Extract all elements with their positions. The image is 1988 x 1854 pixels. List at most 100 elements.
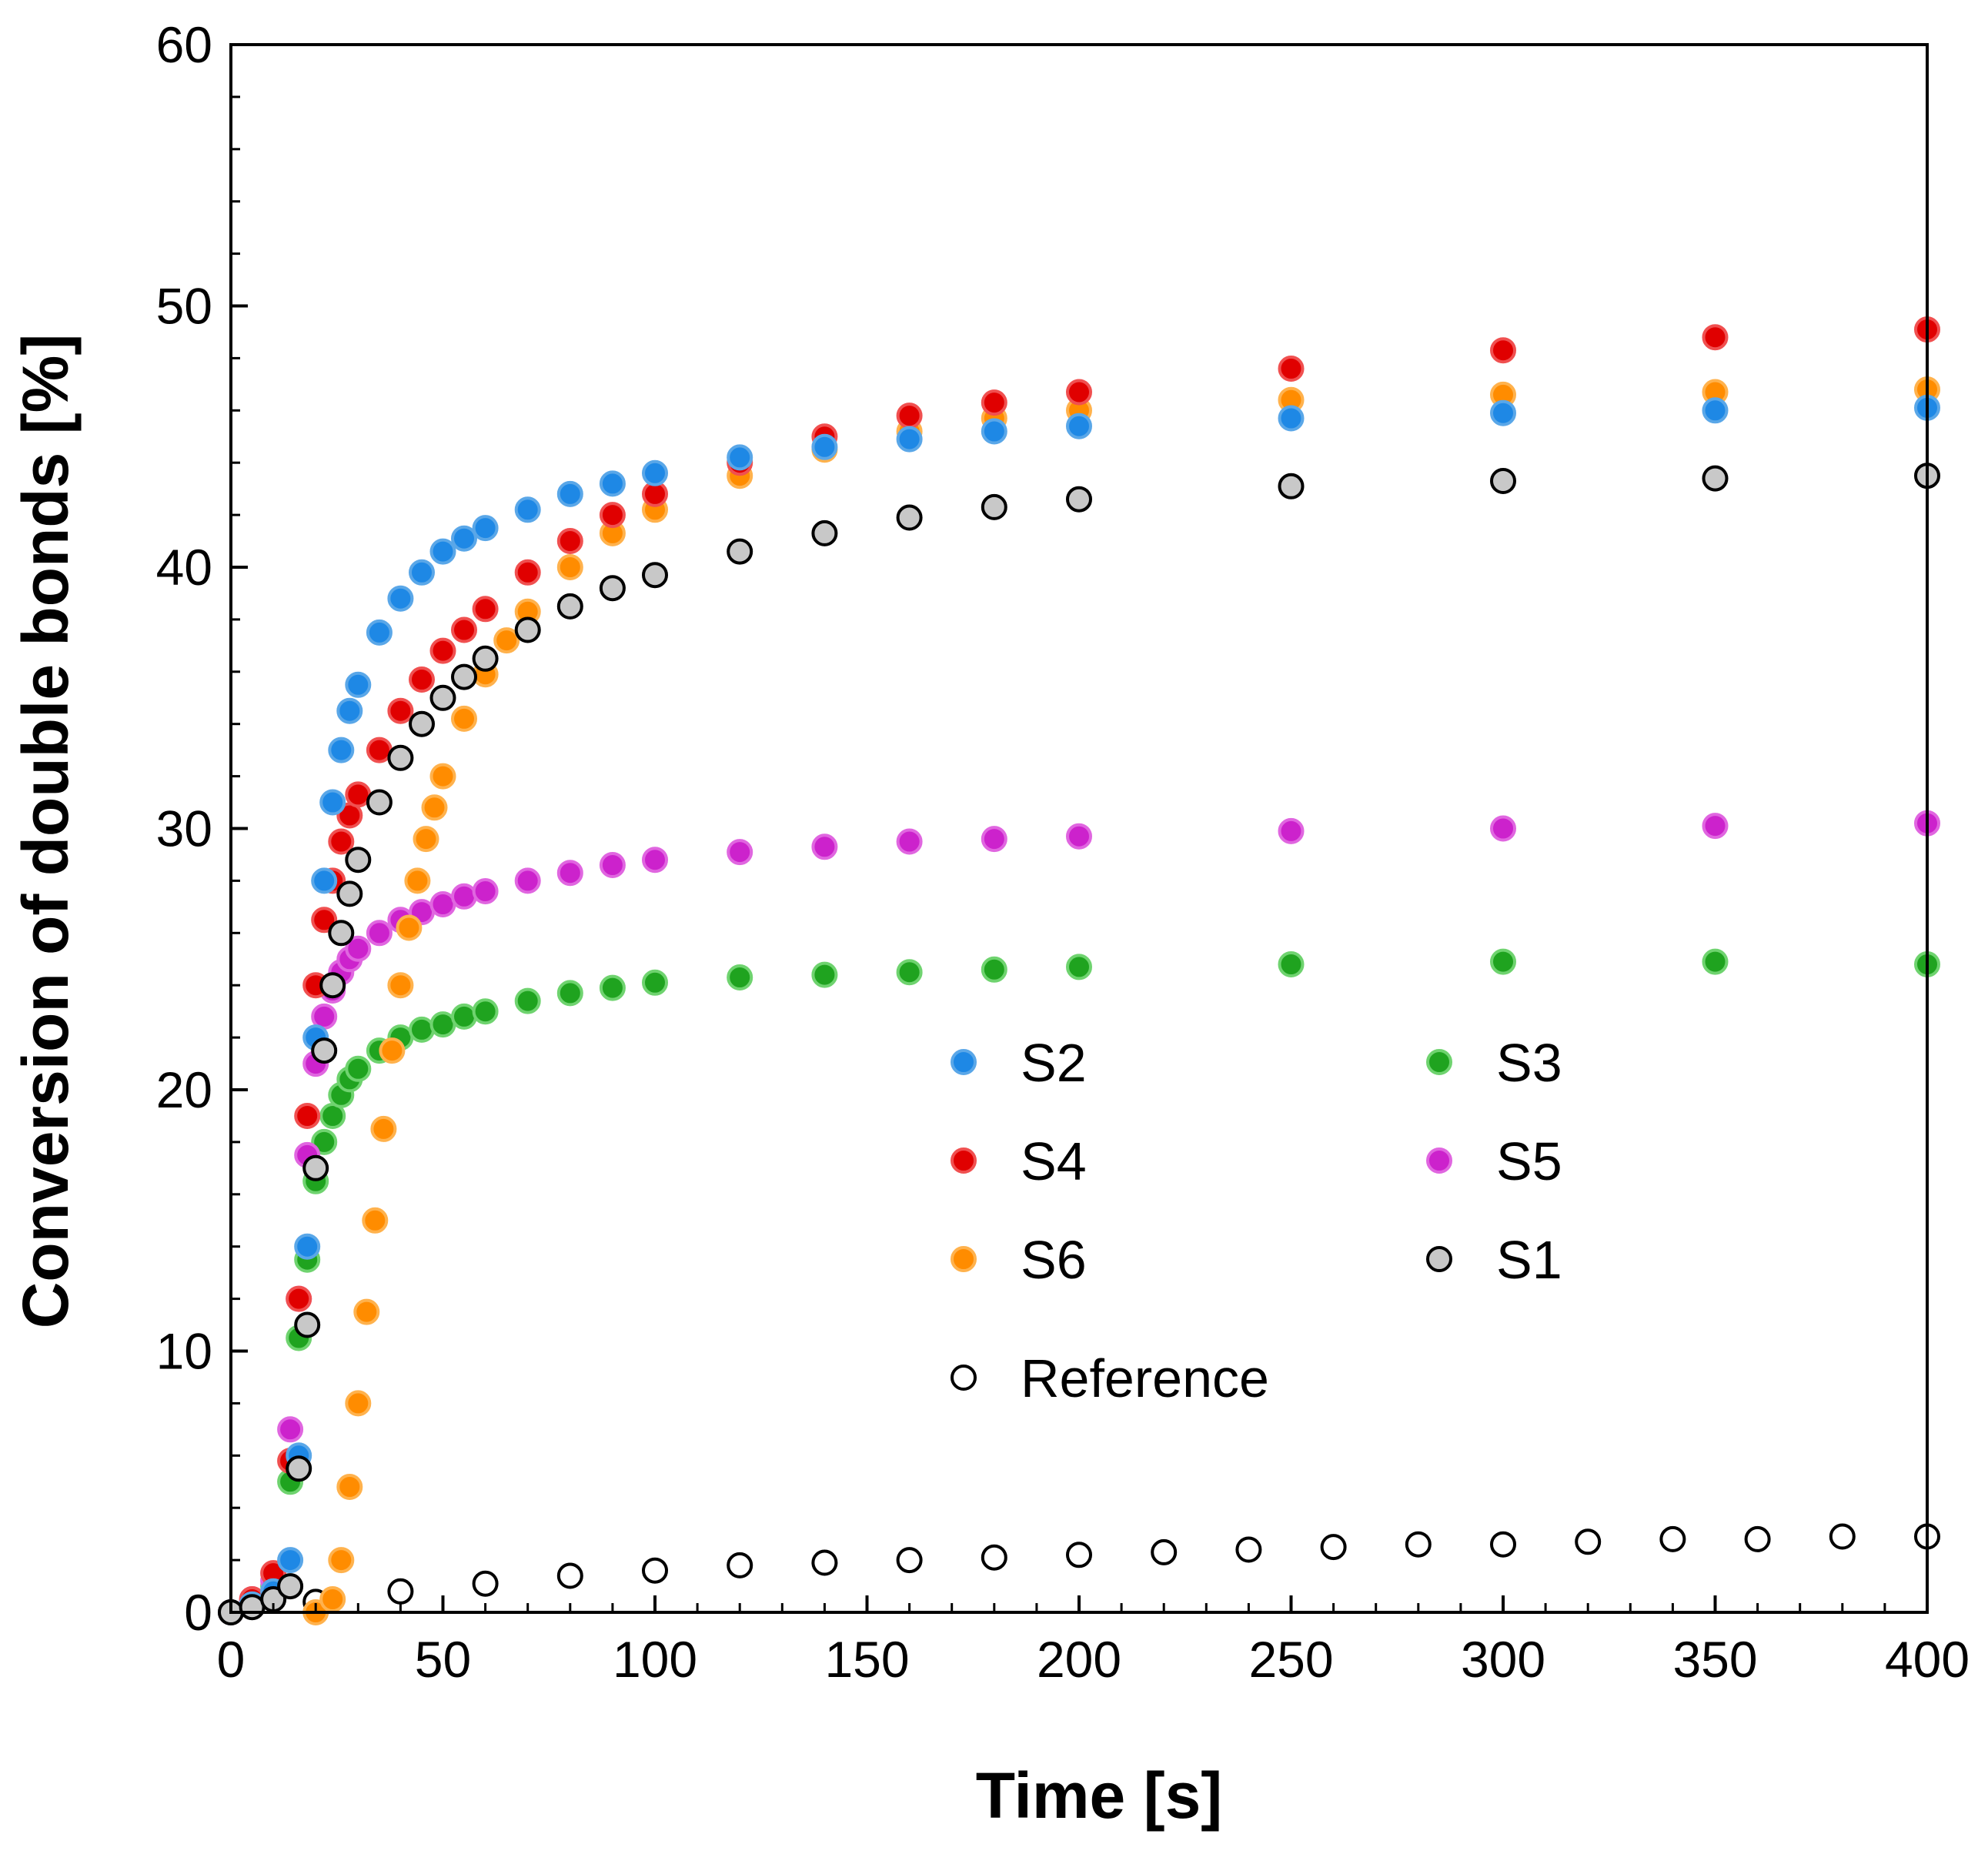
data-point-s3 (642, 969, 668, 996)
legend: S2 S3 S4 S5 S6 S1 Reference (951, 1033, 1562, 1408)
data-point-s1 (599, 575, 626, 602)
legend-marker (1426, 1147, 1452, 1174)
series-s1 (218, 463, 1940, 1625)
data-point-s5 (366, 920, 393, 947)
data-point-s6 (493, 627, 520, 654)
data-point-s1 (286, 1455, 312, 1482)
data-point-s5 (556, 860, 583, 887)
data-point-s2 (1702, 397, 1729, 424)
data-point-s6 (328, 1547, 355, 1574)
y-tick-label: 30 (156, 800, 212, 857)
data-point-s6 (336, 1474, 363, 1500)
data-point-s2 (336, 697, 363, 724)
data-point-s5 (599, 852, 626, 878)
data-point-s1 (1066, 486, 1092, 513)
legend-label: S5 (1496, 1131, 1562, 1191)
data-point-s3 (1490, 948, 1516, 975)
data-point-reference (387, 1578, 414, 1605)
data-point-reference (1151, 1538, 1178, 1565)
legend-item-s6: S6 (951, 1230, 1087, 1290)
data-point-reference (1744, 1525, 1771, 1552)
data-point-s3 (727, 964, 753, 990)
data-point-s6 (345, 1390, 372, 1417)
data-point-s1 (294, 1311, 321, 1338)
data-point-s3 (472, 998, 499, 1025)
data-point-s1 (277, 1573, 304, 1600)
data-point-s5 (727, 839, 753, 866)
data-point-s4 (286, 1285, 312, 1312)
data-point-s2 (727, 444, 753, 471)
data-point-s2 (319, 789, 346, 816)
data-point-s4 (451, 616, 477, 643)
x-tick-label: 400 (1885, 1631, 1970, 1688)
data-point-reference (472, 1570, 499, 1597)
y-axis-title: Conversion of double bonds [%] (9, 334, 82, 1329)
data-point-reference (1320, 1534, 1347, 1561)
data-point-s2 (311, 867, 338, 894)
data-point-s4 (599, 502, 626, 529)
legend-item-s1: S1 (1426, 1230, 1562, 1290)
data-point-s1 (1490, 468, 1516, 494)
data-point-s2 (1066, 413, 1092, 439)
data-point-s5 (472, 878, 499, 904)
x-axis-title: Time [s] (976, 1759, 1223, 1832)
data-point-s1 (727, 538, 753, 565)
data-point-s5 (1702, 813, 1729, 840)
data-point-s4 (366, 737, 393, 763)
data-point-s1 (1278, 473, 1305, 499)
data-point-s5 (451, 883, 477, 910)
data-point-s1 (811, 519, 838, 546)
y-tick-label: 40 (156, 539, 212, 596)
series-layer (218, 316, 1940, 1625)
legend-item-s2: S2 (951, 1033, 1087, 1093)
data-point-s1 (328, 920, 355, 947)
data-point-s2 (642, 459, 668, 486)
data-point-s1 (451, 663, 477, 690)
data-point-s3 (451, 1003, 477, 1030)
data-point-s1 (556, 593, 583, 620)
data-point-s4 (294, 1103, 321, 1129)
x-tick-label: 150 (824, 1631, 909, 1688)
legend-marker (1426, 1246, 1452, 1272)
data-point-s4 (556, 528, 583, 554)
data-point-s5 (1066, 823, 1092, 850)
data-point-s2 (328, 737, 355, 763)
data-point-s4 (311, 907, 338, 934)
series-s5 (218, 810, 1940, 1625)
y-tick-label: 10 (156, 1323, 212, 1380)
legend-item-s5: S5 (1426, 1131, 1562, 1191)
legend-label: S2 (1021, 1033, 1087, 1093)
data-point-s3 (556, 980, 583, 1007)
data-point-s1 (981, 493, 1007, 520)
data-point-s1 (1702, 465, 1729, 492)
data-point-s3 (311, 1128, 338, 1155)
data-point-s2 (811, 433, 838, 460)
x-tick-label: 0 (217, 1631, 246, 1688)
y-tick-label: 0 (184, 1584, 212, 1641)
data-point-s2 (981, 418, 1007, 445)
data-point-reference (811, 1549, 838, 1576)
y-tick-label: 20 (156, 1061, 212, 1118)
legend-item-s4: S4 (951, 1131, 1087, 1191)
data-point-s6 (353, 1298, 380, 1325)
data-point-s1 (409, 710, 435, 737)
data-point-s1 (319, 972, 346, 999)
data-point-s3 (896, 959, 923, 986)
data-point-reference (1659, 1525, 1686, 1552)
data-point-s6 (404, 867, 431, 894)
data-point-s1 (311, 1037, 338, 1064)
data-point-s5 (514, 867, 541, 894)
data-point-s5 (981, 826, 1007, 853)
series-s6 (218, 376, 1940, 1625)
data-point-s2 (429, 538, 456, 565)
data-point-s5 (429, 891, 456, 917)
data-point-s6 (413, 826, 439, 853)
data-point-s6 (396, 914, 423, 941)
data-point-s1 (387, 744, 414, 771)
data-point-s4 (429, 637, 456, 664)
legend-marker (951, 1147, 977, 1174)
data-point-s1 (366, 789, 393, 816)
data-point-s2 (294, 1233, 321, 1260)
data-point-s5 (345, 935, 372, 962)
